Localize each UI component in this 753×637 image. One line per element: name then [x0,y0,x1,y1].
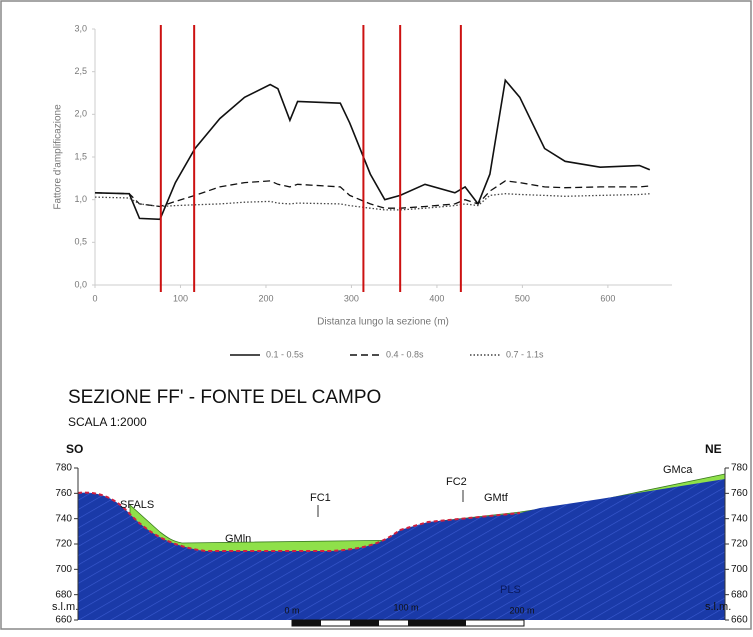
unit-label: PLS [500,584,521,596]
elevation-label: 680 [55,589,72,600]
y-tick-label: 2,5 [74,66,87,76]
x-tick-label: 400 [429,293,444,303]
y-tick-label: 0,5 [74,237,87,247]
x-tick-label: 600 [600,293,615,303]
scale-bar-segment [292,620,321,626]
x-tick-label: 500 [515,293,530,303]
x-tick-label: 200 [258,293,273,303]
y-tick-label: 1,5 [74,151,87,161]
elevation-label: 740 [731,513,748,524]
scale-bar-label: 200 m [509,605,534,615]
page: Fattore d'amplificazione Distanza lungo … [0,0,753,632]
unit-label: FC2 [446,476,467,488]
unit-label: GMln [225,533,251,545]
datum-label: s.l.m. [705,601,731,613]
elevation-label: 780 [731,463,748,474]
elevation-label: 660 [55,615,72,626]
elevation-label: 660 [731,615,748,626]
x-tick-label: 300 [344,293,359,303]
elevation-label: 740 [55,513,72,524]
elevation-label: 760 [731,488,748,499]
legend-label: 0.7 - 1.1s [506,349,544,359]
side-label: SO [66,442,83,456]
scale-bar [292,620,524,626]
elevation-label: 680 [731,589,748,600]
unit-label: FC1 [310,492,331,504]
y-tick-label: 2,0 [74,109,87,119]
y-axis-title: Fattore d'amplificazione [53,104,64,210]
datum-label: s.l.m. [52,601,78,613]
x-axis-title: Distanza lungo la sezione (m) [317,317,449,328]
unit-label: SFALS [120,499,154,511]
unit-label: GMtf [484,492,509,504]
elevation-label: 720 [731,539,748,550]
section-title: SEZIONE FF' - FONTE DEL CAMPO [68,387,381,408]
y-tick-label: 3,0 [74,23,87,33]
side-label: NE [705,442,722,456]
elevation-label: 720 [55,539,72,550]
legend-label: 0.1 - 0.5s [266,349,304,359]
x-tick-label: 100 [173,293,188,303]
y-tick-label: 1,0 [74,194,87,204]
scale-bar-label: 100 m [393,602,418,612]
scale-bar-segment [408,620,466,626]
legend-label: 0.4 - 0.8s [386,349,424,359]
x-tick-label: 0 [92,293,97,303]
elevation-label: 780 [55,463,72,474]
scale-bar-label: 0 m [284,605,299,615]
elevation-label: 760 [55,488,72,499]
elevation-label: 700 [731,564,748,575]
scale-bar-segment [350,620,379,626]
unit-label: GMca [663,464,693,476]
y-tick-label: 0,0 [74,279,87,289]
elevation-label: 700 [55,564,72,575]
section-scale: SCALA 1:2000 [68,415,147,429]
